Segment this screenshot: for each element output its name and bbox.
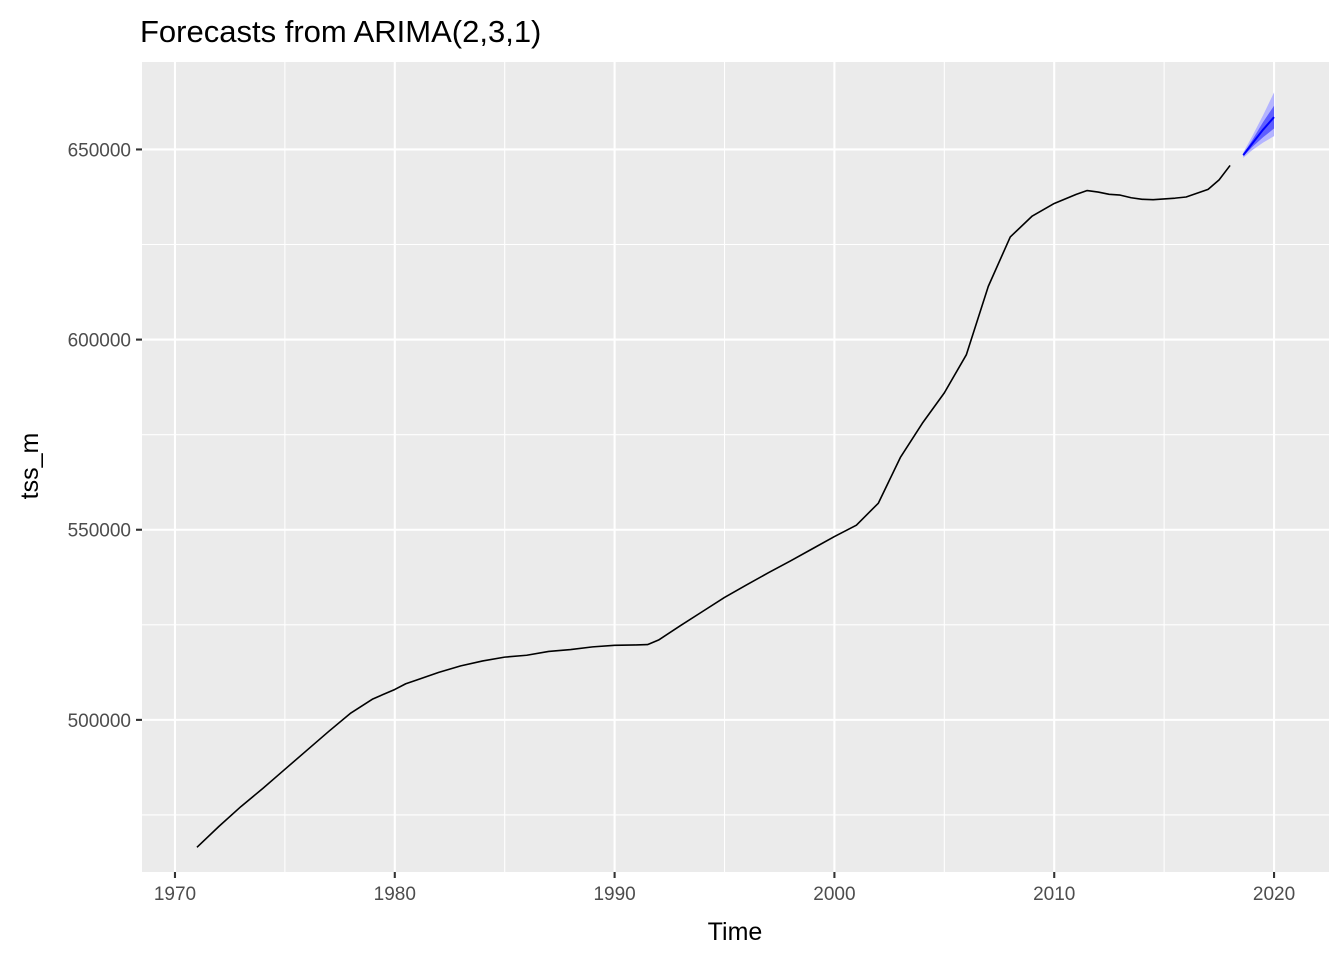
x-tick-label: 1990 (593, 884, 635, 905)
axes: 1970 1980 1990 2000 2010 2020 500000 550000 6000… (68, 140, 1296, 905)
y-tick-label: 600000 (68, 331, 131, 352)
y-tick-label: 650000 (68, 140, 131, 161)
series-lines (196, 116, 1275, 848)
observed-line (196, 164, 1231, 848)
y-tick-label: 550000 (68, 521, 131, 542)
x-tick-label: 1980 (374, 884, 416, 905)
plot-panel (142, 62, 1329, 872)
forecast-line (1242, 116, 1275, 156)
x-axis-title: Time (708, 918, 763, 946)
x-tick-label: 1970 (154, 884, 196, 905)
x-tick-label: 2000 (813, 884, 855, 905)
grid-lines (142, 62, 1329, 872)
chart-title: Forecasts from ARIMA(2,3,1) (140, 14, 541, 49)
x-tick-label: 2020 (1253, 884, 1295, 905)
interval-95-band (1243, 92, 1275, 158)
y-axis-title: tss_m (16, 433, 44, 500)
x-tick-label: 2010 (1033, 884, 1075, 905)
y-tick-label: 500000 (68, 711, 131, 732)
